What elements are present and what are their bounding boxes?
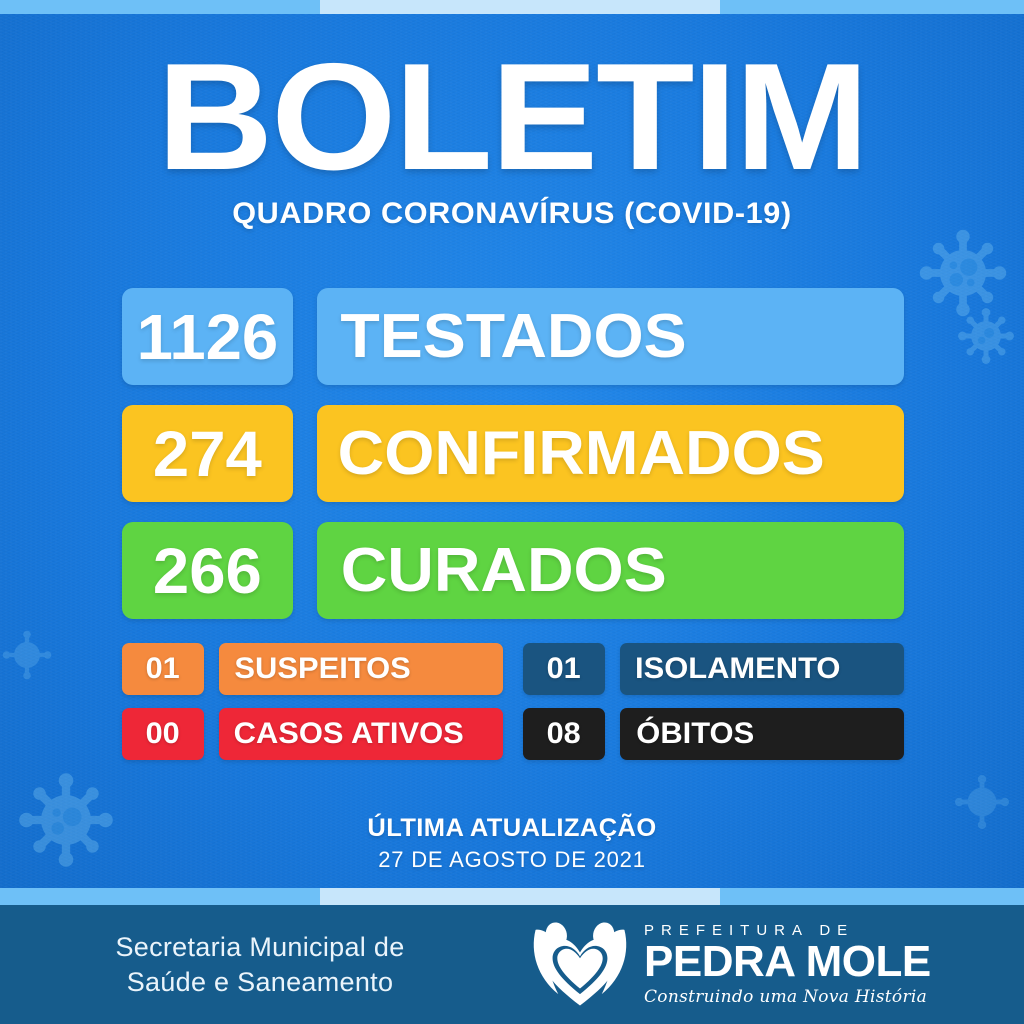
confirmed-value-box: 274 [122, 405, 293, 502]
cured-label: CURADOS [340, 536, 667, 605]
last-update-date: 27 DE AGOSTO DE 2021 [378, 847, 646, 872]
heart-people-icon [528, 914, 638, 1015]
isolation-value: 01 [546, 652, 582, 685]
tested-value-box: 1126 [122, 288, 293, 385]
secondary-statistics: 01 SUSPEITOS 01 ISOLAMENTO 00 [122, 643, 904, 773]
footer: Secretaria Municipal de Saúde e Saneamen… [0, 905, 1024, 1024]
main-statistics: 1126 TESTADOS 274 CONFIRMADOS 266 CURADO… [122, 288, 904, 639]
header: BOLETIM QUADRO CORONAVÍRUS (COVID-19) [0, 32, 1024, 231]
active-cases-value-box: 00 [122, 708, 204, 760]
deaths-label: ÓBITOS [636, 717, 755, 750]
band-segment-right [720, 888, 1024, 905]
suspects-label-box: SUSPEITOS [219, 643, 503, 695]
isolation-label: ISOLAMENTO [635, 652, 841, 685]
tested-label-box: TESTADOS [317, 288, 904, 385]
band-segment-right [720, 0, 1024, 14]
deaths-value-box: 08 [523, 708, 605, 760]
logo-city-name: PEDRA MOLE [644, 937, 931, 986]
tested-label: TESTADOS [340, 302, 687, 371]
suspects-value: 01 [145, 652, 181, 685]
small-stat-row-2: 00 CASOS ATIVOS 08 ÓBITOS [122, 708, 904, 760]
stat-row-tested: 1126 TESTADOS [122, 288, 904, 385]
stat-cell-isolation: 01 ISOLAMENTO [523, 643, 904, 695]
suspects-value-box: 01 [122, 643, 204, 695]
stat-cell-deaths: 08 ÓBITOS [523, 708, 904, 760]
logo-slogan: Construindo uma Nova História [644, 987, 928, 1007]
band-segment-left [0, 0, 320, 14]
logo-pretitle: PREFEITURA DE [644, 922, 855, 939]
coronavirus-icon [955, 305, 1017, 367]
page-title: BOLETIM [156, 32, 869, 202]
stat-cell-suspects: 01 SUSPEITOS [122, 643, 503, 695]
confirmed-label-box: CONFIRMADOS [317, 405, 904, 502]
confirmed-value: 274 [153, 417, 262, 490]
suspects-label: SUSPEITOS [234, 652, 411, 685]
deaths-value: 08 [546, 717, 582, 750]
last-update: ÚLTIMA ATUALIZAÇÃO 27 DE AGOSTO DE 2021 [0, 814, 1024, 873]
bottom-decorative-band [0, 888, 1024, 905]
confirmed-label: CONFIRMADOS [337, 419, 825, 488]
active-cases-label-box: CASOS ATIVOS [219, 708, 503, 760]
top-decorative-band [0, 0, 1024, 14]
cured-label-box: CURADOS [317, 522, 904, 619]
department-name: Secretaria Municipal de Saúde e Saneamen… [0, 930, 520, 998]
department-line-2: Saúde e Saneamento [126, 966, 394, 997]
band-segment-left [0, 888, 320, 905]
department-line-1: Secretaria Municipal de [115, 932, 405, 963]
cured-value-box: 266 [122, 522, 293, 619]
band-segment-center [320, 888, 720, 905]
coronavirus-icon [0, 628, 54, 682]
city-hall-logo: PREFEITURA DE PEDRA MOLE Construindo uma… [520, 914, 1024, 1015]
band-segment-center [320, 0, 720, 14]
stat-cell-active-cases: 00 CASOS ATIVOS [122, 708, 503, 760]
page-subtitle: QUADRO CORONAVÍRUS (COVID-19) [232, 196, 792, 230]
isolation-value-box: 01 [523, 643, 605, 695]
tested-value: 1126 [136, 300, 279, 373]
stat-row-cured: 266 CURADOS [122, 522, 904, 619]
logo-wordmark: PREFEITURA DE PEDRA MOLE Construindo uma… [644, 922, 931, 1007]
stat-row-confirmed: 274 CONFIRMADOS [122, 405, 904, 502]
active-cases-label: CASOS ATIVOS [233, 717, 464, 750]
last-update-label: ÚLTIMA ATUALIZAÇÃO [367, 814, 657, 842]
cured-value: 266 [153, 534, 262, 607]
deaths-label-box: ÓBITOS [620, 708, 904, 760]
small-stat-row-1: 01 SUSPEITOS 01 ISOLAMENTO [122, 643, 904, 695]
isolation-label-box: ISOLAMENTO [620, 643, 904, 695]
active-cases-value: 00 [145, 717, 181, 750]
coronavirus-icon [915, 225, 1011, 321]
